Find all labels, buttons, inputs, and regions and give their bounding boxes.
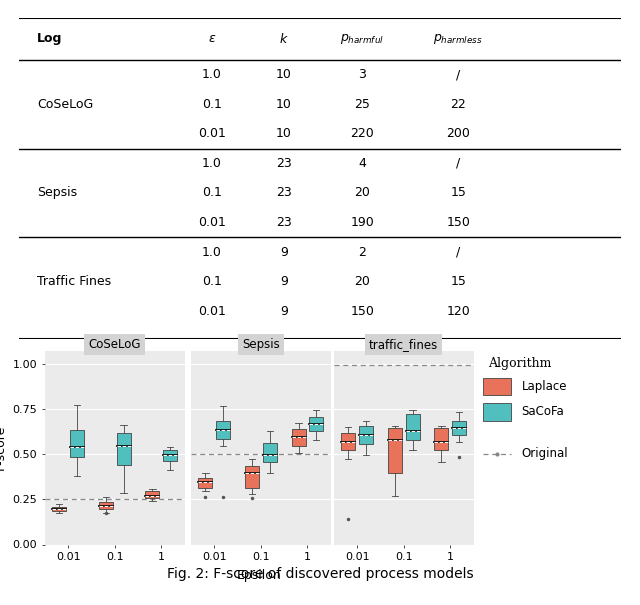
FancyBboxPatch shape [483,403,511,420]
Text: 120: 120 [447,305,470,318]
Text: CoSeLoG: CoSeLoG [37,97,93,111]
Text: 1.0: 1.0 [202,246,221,258]
Bar [309,417,323,431]
Text: Sepsis: Sepsis [37,186,77,200]
Text: 15: 15 [451,275,467,288]
Bar [245,466,259,488]
Text: Original: Original [522,447,568,460]
Text: Epsilon: Epsilon [237,569,282,581]
Bar [406,414,420,440]
Bar [388,428,402,473]
Text: /: / [456,246,461,258]
Text: 0.1: 0.1 [202,186,221,200]
Bar [359,426,373,444]
Text: Algorithm: Algorithm [488,357,551,370]
Text: 23: 23 [276,216,292,229]
Bar [262,443,276,462]
Text: 9: 9 [280,305,288,318]
Text: 20: 20 [354,275,370,288]
Text: 0.01: 0.01 [198,216,226,229]
Title: CoSeLoG: CoSeLoG [88,338,141,351]
Text: 9: 9 [280,246,288,258]
Bar [145,491,159,499]
Text: 23: 23 [276,157,292,170]
Text: 10: 10 [276,97,292,111]
Text: 150: 150 [350,305,374,318]
Text: SaCoFa: SaCoFa [522,405,564,419]
Text: 220: 220 [350,127,374,140]
Bar [99,502,113,509]
Text: 0.01: 0.01 [198,305,226,318]
Bar [435,428,449,450]
Text: /: / [456,68,461,81]
Text: 4: 4 [358,157,366,170]
Text: 1.0: 1.0 [202,68,221,81]
Bar [116,433,131,465]
Bar [292,429,305,446]
Text: $k$: $k$ [279,32,289,46]
Title: traffic_fines: traffic_fines [369,338,438,351]
Text: 20: 20 [354,186,370,200]
Bar [341,433,355,450]
Text: 0.1: 0.1 [202,97,221,111]
Bar [70,430,84,457]
Bar [163,450,177,461]
Text: 3: 3 [358,68,366,81]
Text: 190: 190 [350,216,374,229]
Text: Fig. 2: F-score of discovered process models: Fig. 2: F-score of discovered process mo… [166,567,474,581]
Text: 200: 200 [447,127,470,140]
Text: 9: 9 [280,275,288,288]
Text: $\epsilon$: $\epsilon$ [207,33,216,45]
Text: 22: 22 [451,97,467,111]
Text: Traffic Fines: Traffic Fines [37,275,111,288]
Bar [198,477,212,488]
Y-axis label: F-score: F-score [0,425,7,471]
Text: 1.0: 1.0 [202,157,221,170]
Text: 0.01: 0.01 [198,127,226,140]
Text: 150: 150 [447,216,470,229]
Bar [52,506,66,511]
Bar [216,420,230,439]
Text: $p_{harmless}$: $p_{harmless}$ [433,32,483,46]
Text: 15: 15 [451,186,467,200]
Text: Log: Log [37,33,63,45]
Text: 23: 23 [276,186,292,200]
Bar [452,422,466,435]
Text: 2: 2 [358,246,366,258]
Text: /: / [456,157,461,170]
FancyBboxPatch shape [483,378,511,396]
Text: $p_{harmful}$: $p_{harmful}$ [340,32,384,46]
Text: 10: 10 [276,68,292,81]
Text: 25: 25 [354,97,370,111]
Text: Laplace: Laplace [522,380,567,393]
Title: Sepsis: Sepsis [242,338,280,351]
Text: 0.1: 0.1 [202,275,221,288]
Text: 10: 10 [276,127,292,140]
